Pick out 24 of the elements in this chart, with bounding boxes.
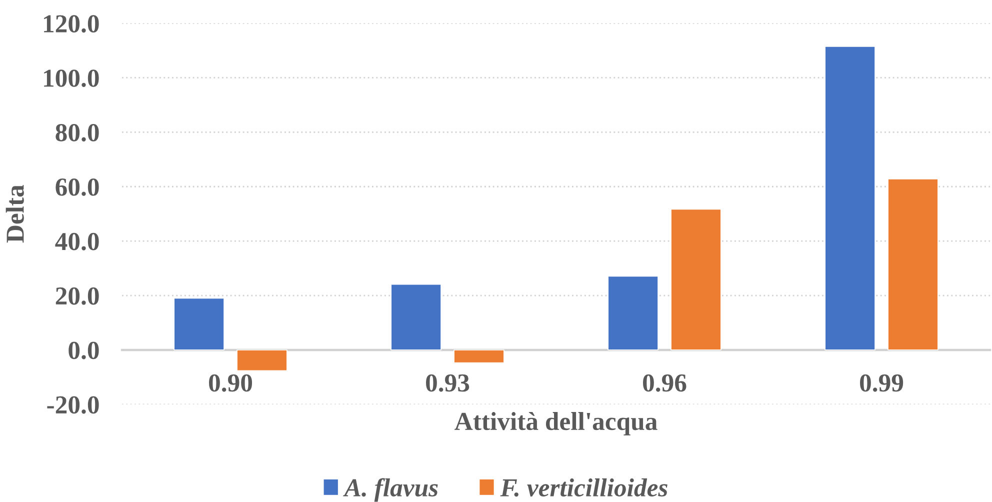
x-tick-label: 0.96 — [643, 374, 686, 392]
bar — [454, 350, 504, 364]
x-tick-label: 0.93 — [426, 374, 470, 392]
y-tick-label: 20.0 — [56, 287, 99, 305]
bar — [888, 178, 938, 350]
legend-label: A. flavus — [343, 478, 438, 502]
bar — [608, 276, 658, 350]
x-axis-title: Attività dell'acqua — [454, 412, 658, 436]
bar — [824, 46, 876, 350]
bar — [174, 298, 224, 350]
y-tick-label: 100.0 — [44, 70, 99, 88]
legend-label: F. verticillioides — [500, 478, 668, 497]
bar — [670, 208, 722, 350]
x-tick-label: 0.90 — [209, 374, 252, 392]
y-tick-label: 40.0 — [55, 232, 99, 250]
y-tick-label: 60.0 — [56, 178, 99, 196]
bar — [236, 350, 288, 372]
y-tick-label: 80.0 — [56, 124, 99, 142]
y-tick-label: 0.0 — [68, 342, 99, 360]
y-tick-label: 120.0 — [44, 15, 99, 33]
bar — [390, 284, 442, 350]
y-tick-label: -20.0 — [47, 396, 99, 414]
x-tick-label: 0.99 — [860, 374, 904, 392]
y-axis-title: Delta — [6, 184, 24, 243]
